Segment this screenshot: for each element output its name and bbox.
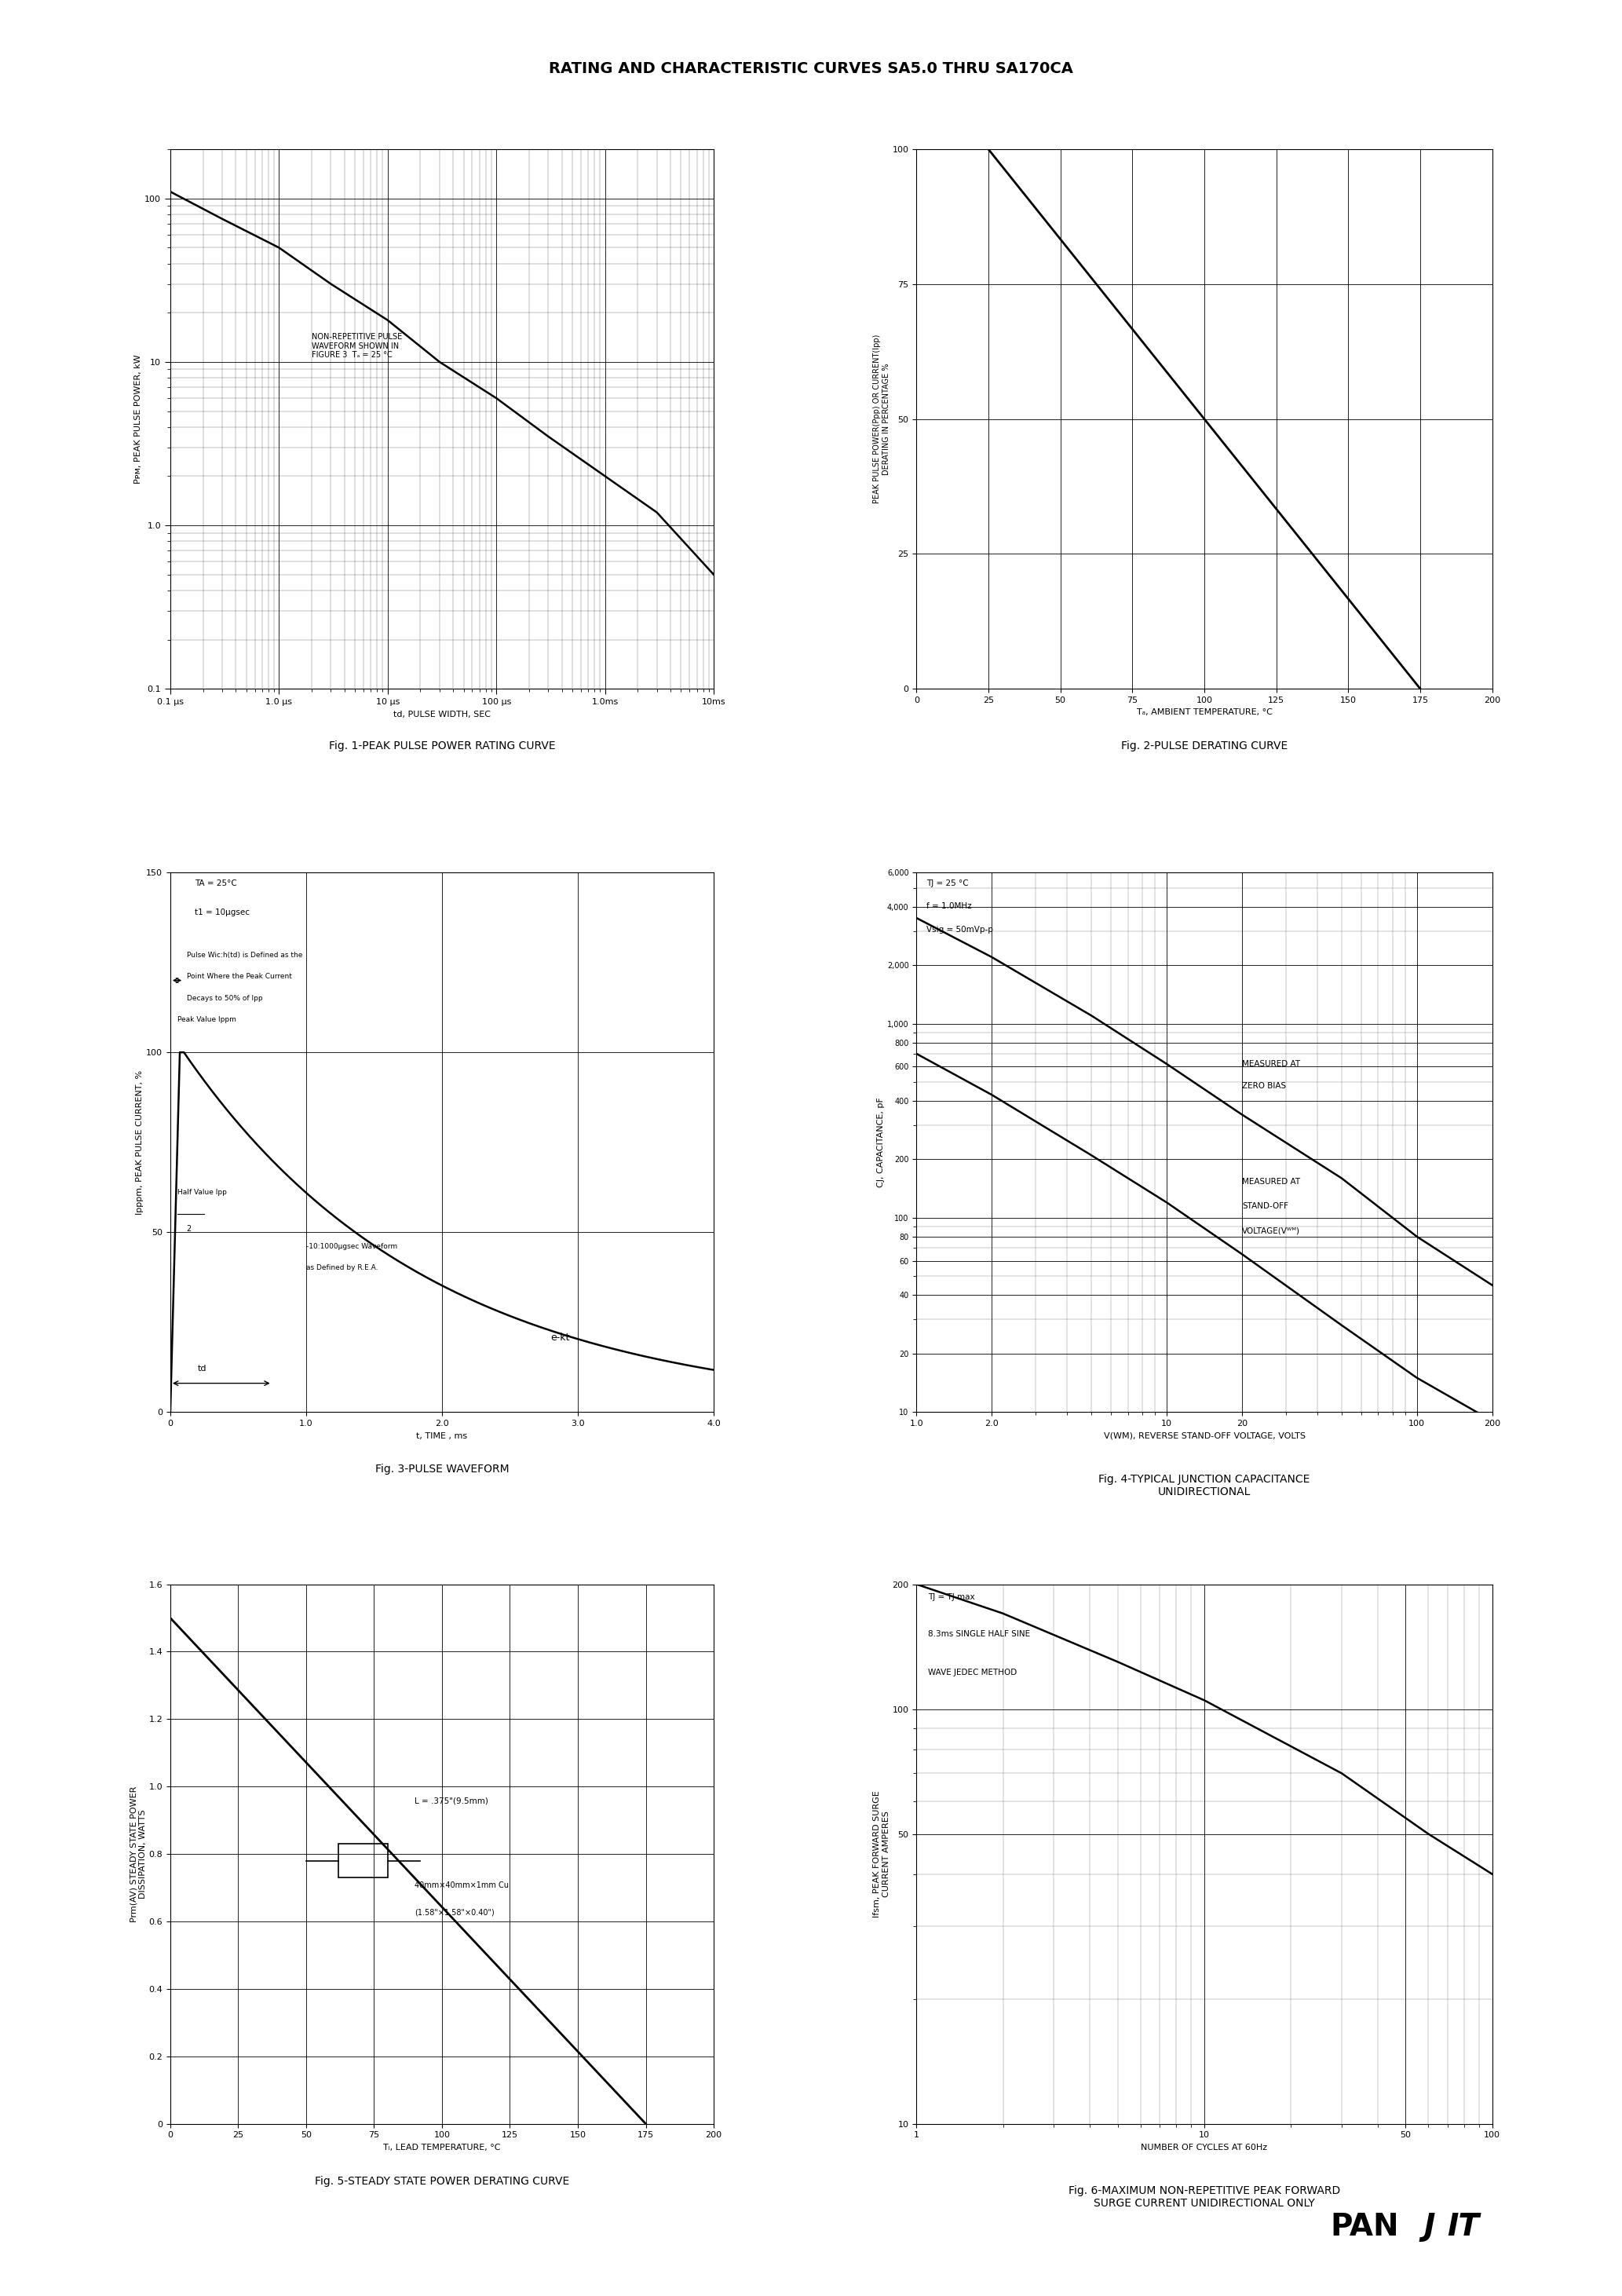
Text: ZERO BIAS: ZERO BIAS [1242, 1081, 1286, 1091]
Text: as Defined by R.E.A.: as Defined by R.E.A. [307, 1265, 378, 1272]
Y-axis label: Pᴘᴍ, PEAK PULSE POWER, kW: Pᴘᴍ, PEAK PULSE POWER, kW [135, 354, 143, 484]
Text: MEASURED AT: MEASURED AT [1242, 1178, 1301, 1187]
Text: f = 1.0MHz: f = 1.0MHz [926, 902, 972, 912]
Text: -10:1000µgsec Waveform: -10:1000µgsec Waveform [307, 1242, 397, 1249]
Y-axis label: CJ, CAPACITANCE, pF: CJ, CAPACITANCE, pF [878, 1097, 886, 1187]
X-axis label: t, TIME , ms: t, TIME , ms [417, 1433, 467, 1440]
Text: TJ = 25 °C: TJ = 25 °C [926, 879, 968, 889]
Text: Point Where the Peak Current: Point Where the Peak Current [187, 974, 292, 980]
Text: Half Value Ipp: Half Value Ipp [177, 1189, 227, 1196]
X-axis label: td, PULSE WIDTH, SEC: td, PULSE WIDTH, SEC [393, 709, 491, 719]
Text: NON-REPETITIVE PULSE
WAVEFORM SHOWN IN
FIGURE 3  Tₐ = 25 °C: NON-REPETITIVE PULSE WAVEFORM SHOWN IN F… [311, 333, 402, 358]
Y-axis label: Prm(AV) STEADY STATE POWER
DISSIPATION, WATTS: Prm(AV) STEADY STATE POWER DISSIPATION, … [130, 1786, 146, 1922]
Text: 8.3ms SINGLE HALF SINE: 8.3ms SINGLE HALF SINE [928, 1630, 1030, 1637]
Y-axis label: Ipppm, PEAK PULSE CURRENT, %: Ipppm, PEAK PULSE CURRENT, % [136, 1070, 144, 1215]
Text: STAND-OFF: STAND-OFF [1242, 1203, 1288, 1210]
Text: e-kt: e-kt [551, 1334, 569, 1343]
Text: t1 = 10µgsec: t1 = 10µgsec [195, 909, 250, 916]
Text: WAVE JEDEC METHOD: WAVE JEDEC METHOD [928, 1669, 1017, 1676]
Text: IT: IT [1447, 2213, 1479, 2241]
X-axis label: Tₗ, LEAD TEMPERATURE, °C: Tₗ, LEAD TEMPERATURE, °C [383, 2144, 501, 2151]
Text: 2: 2 [187, 1226, 191, 1233]
Text: Fig. 3-PULSE WAVEFORM: Fig. 3-PULSE WAVEFORM [375, 1465, 509, 1474]
Text: 40mm×40mm×1mm Cu: 40mm×40mm×1mm Cu [415, 1880, 509, 1890]
Text: Decays to 50% of Ipp: Decays to 50% of Ipp [187, 994, 263, 1001]
Text: RATING AND CHARACTERISTIC CURVES SA5.0 THRU SA170CA: RATING AND CHARACTERISTIC CURVES SA5.0 T… [548, 62, 1074, 76]
Text: PAN: PAN [1330, 2213, 1398, 2241]
Text: MEASURED AT: MEASURED AT [1242, 1061, 1301, 1068]
Text: Fig. 6-MAXIMUM NON-REPETITIVE PEAK FORWARD
SURGE CURRENT UNIDIRECTIONAL ONLY: Fig. 6-MAXIMUM NON-REPETITIVE PEAK FORWA… [1069, 2186, 1340, 2209]
Text: VOLTAGE(Vᵂᴹ): VOLTAGE(Vᵂᴹ) [1242, 1226, 1301, 1235]
Text: L = .375"(9.5mm): L = .375"(9.5mm) [415, 1798, 488, 1805]
X-axis label: Tₐ, AMBIENT TEMPERATURE, °C: Tₐ, AMBIENT TEMPERATURE, °C [1137, 709, 1272, 716]
X-axis label: NUMBER OF CYCLES AT 60Hz: NUMBER OF CYCLES AT 60Hz [1142, 2144, 1267, 2151]
Text: Vsig = 50mVp-p: Vsig = 50mVp-p [926, 925, 993, 934]
Text: Fig. 2-PULSE DERATING CURVE: Fig. 2-PULSE DERATING CURVE [1121, 742, 1288, 751]
X-axis label: V(WM), REVERSE STAND-OFF VOLTAGE, VOLTS: V(WM), REVERSE STAND-OFF VOLTAGE, VOLTS [1103, 1433, 1306, 1440]
Text: td: td [198, 1364, 206, 1373]
Text: Fig. 1-PEAK PULSE POWER RATING CURVE: Fig. 1-PEAK PULSE POWER RATING CURVE [329, 742, 555, 751]
Text: Pulse Wic:h(td) is Defined as the: Pulse Wic:h(td) is Defined as the [187, 951, 302, 960]
Y-axis label: PEAK PULSE POWER(Ppp) OR CURRENT(Ipp)
DERATING IN PERCENTAGE %: PEAK PULSE POWER(Ppp) OR CURRENT(Ipp) DE… [873, 335, 890, 503]
Text: J: J [1424, 2213, 1435, 2241]
Text: Fig. 5-STEADY STATE POWER DERATING CURVE: Fig. 5-STEADY STATE POWER DERATING CURVE [315, 2177, 569, 2186]
Text: TJ = TJ max: TJ = TJ max [928, 1593, 975, 1600]
Y-axis label: Ifsm, PEAK FORWARD SURGE
CURRENT AMPERES: Ifsm, PEAK FORWARD SURGE CURRENT AMPERES [873, 1791, 890, 1917]
Text: TA = 25°C: TA = 25°C [195, 879, 237, 889]
Bar [339, 1844, 388, 1878]
Text: (1.58"×1.58"×0.40"): (1.58"×1.58"×0.40") [415, 1908, 495, 1917]
Text: Fig. 4-TYPICAL JUNCTION CAPACITANCE
UNIDIRECTIONAL: Fig. 4-TYPICAL JUNCTION CAPACITANCE UNID… [1098, 1474, 1311, 1497]
Text: Peak Value Ippm: Peak Value Ippm [177, 1017, 235, 1024]
